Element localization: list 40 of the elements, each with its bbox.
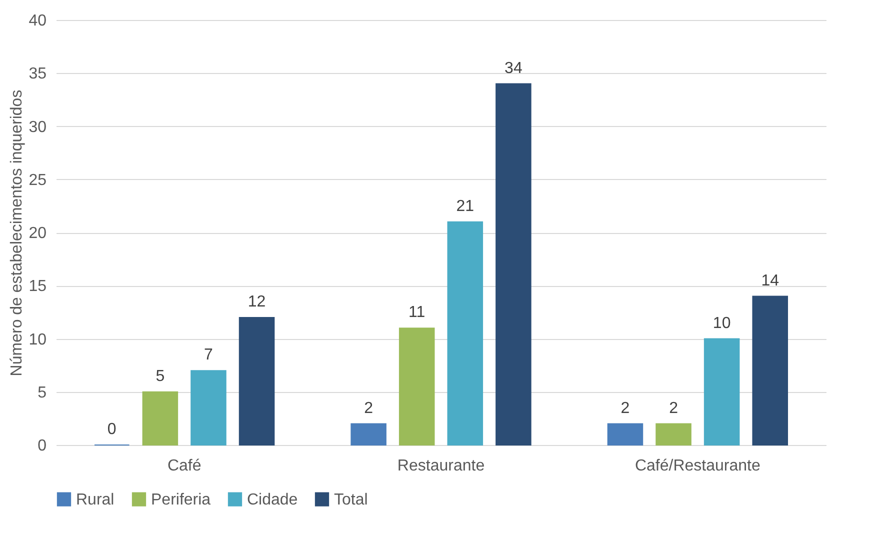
y-tick-label: 25 <box>28 172 47 189</box>
data-label: 11 <box>408 304 426 322</box>
bar <box>447 221 484 446</box>
y-tick-label: 15 <box>28 278 47 296</box>
legend-label: Total <box>334 491 368 508</box>
data-label: 2 <box>669 400 678 417</box>
bar <box>607 423 644 446</box>
data-label: 0 <box>107 421 116 438</box>
y-tick-label: 30 <box>28 118 47 136</box>
y-tick-label: 10 <box>28 331 47 348</box>
data-label: 2 <box>620 400 630 417</box>
y-tick-label: 5 <box>38 384 47 402</box>
y-tick-label: 35 <box>28 66 47 83</box>
data-label: 2 <box>364 400 374 417</box>
legend-label: Periferia <box>151 491 211 508</box>
bar <box>350 423 386 446</box>
data-label: 34 <box>504 60 522 77</box>
data-label: 21 <box>456 198 474 215</box>
y-tick-label: 0 <box>38 438 47 454</box>
data-label: 5 <box>156 368 165 385</box>
legend-label: Cidade <box>247 491 298 508</box>
bar <box>142 391 178 446</box>
bar <box>704 338 740 446</box>
y-tick-label: 20 <box>28 225 47 242</box>
data-label: 7 <box>204 346 214 364</box>
bar <box>398 328 435 446</box>
y-tick-label: 40 <box>28 12 47 30</box>
data-label: 10 <box>712 314 731 332</box>
bar <box>190 370 226 446</box>
bar <box>752 296 788 446</box>
data-label: 14 <box>761 272 780 290</box>
x-tick-label: Café/Restaurante <box>634 458 760 474</box>
x-tick-label: Café <box>167 458 202 474</box>
bar <box>496 83 532 446</box>
legend-label: Rural <box>76 491 114 508</box>
y-axis-title: Número de estabelecimentos inqueridos <box>8 90 26 376</box>
bar <box>238 317 275 446</box>
x-tick-label: Restaurante <box>397 458 485 474</box>
bar <box>656 423 692 446</box>
data-label: 12 <box>248 294 266 310</box>
